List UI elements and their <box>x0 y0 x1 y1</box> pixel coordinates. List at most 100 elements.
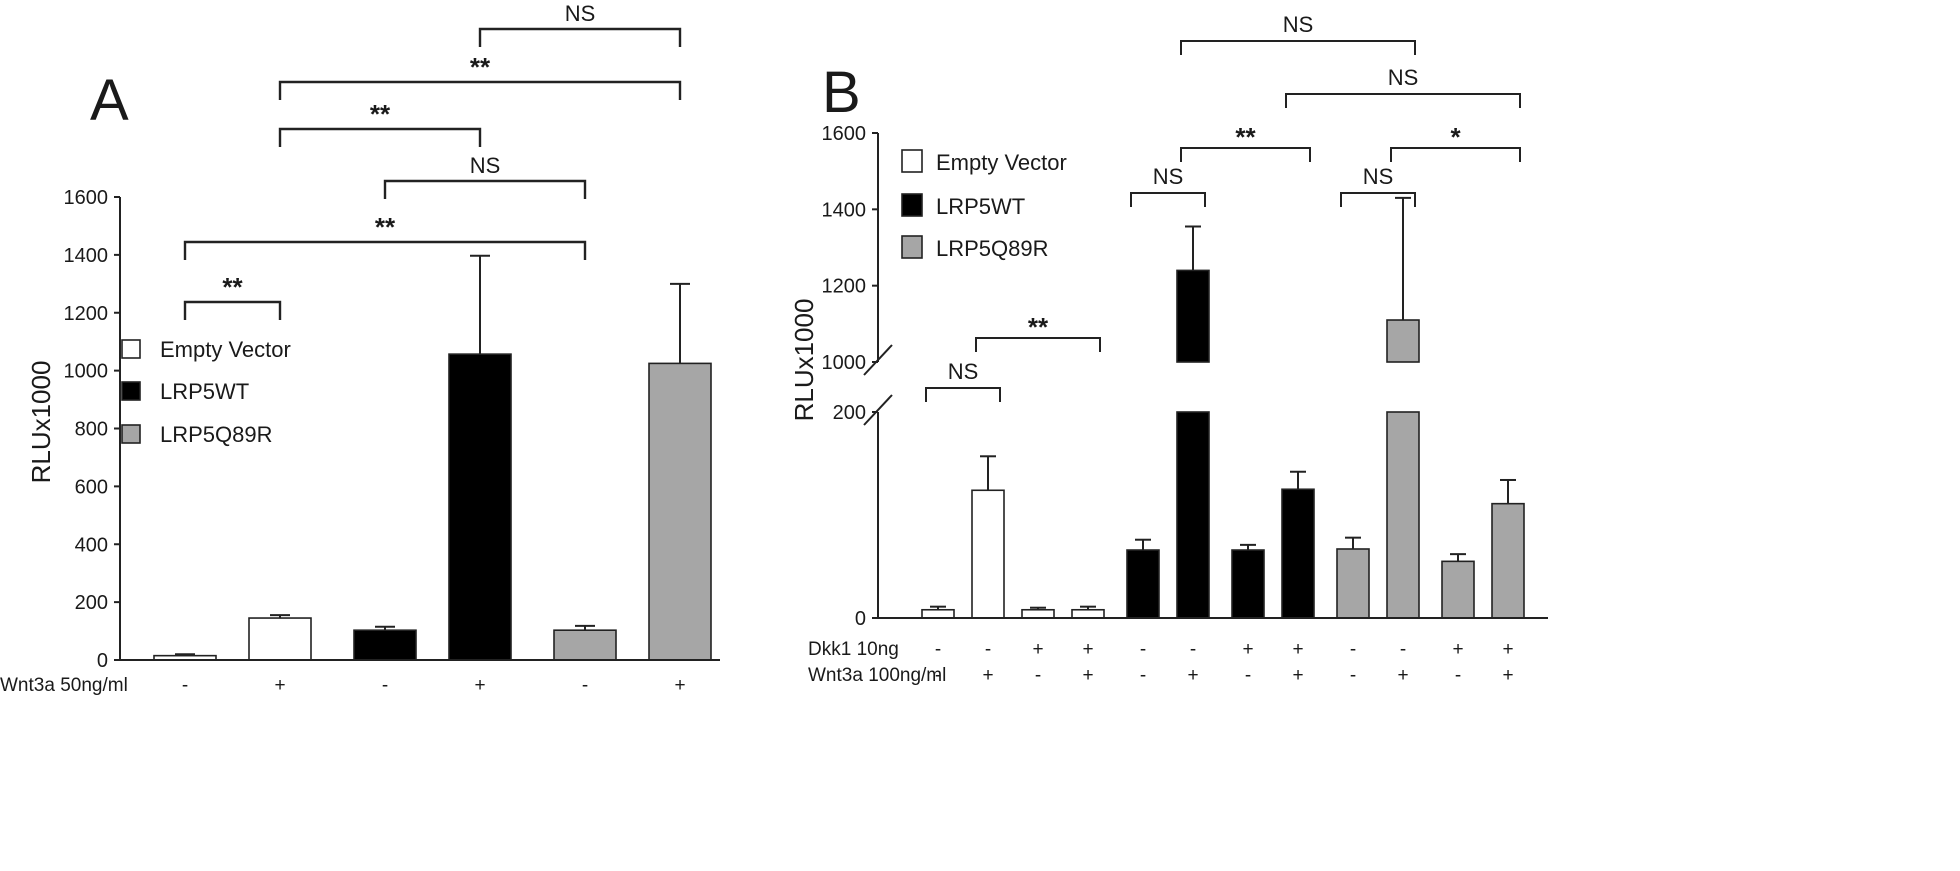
condition-sign: - <box>1140 665 1146 686</box>
y-tick-label: 200 <box>75 592 108 614</box>
y-tick-label: 1200 <box>64 303 109 325</box>
significance-label: ** <box>470 52 491 82</box>
y-tick-label: 0 <box>855 608 866 630</box>
condition-sign: + <box>674 675 685 696</box>
condition-sign: + <box>1082 639 1093 660</box>
y-tick-label: 400 <box>75 534 108 556</box>
y-tick-label: 600 <box>75 476 108 498</box>
panel-a-condition-label: Wnt3a 50ng/ml <box>0 675 128 696</box>
significance-label: ** <box>375 212 396 242</box>
significance-label: ** <box>1235 122 1256 152</box>
condition-sign: - <box>985 639 991 660</box>
legend-swatch-lrp5wt <box>121 381 141 401</box>
condition-sign: - <box>1035 665 1041 686</box>
legend-label-empty-vector: Empty Vector <box>160 337 291 362</box>
bar <box>1071 608 1105 619</box>
comparison-bracket <box>925 387 1001 402</box>
condition-sign: + <box>1502 639 1513 660</box>
panel-b-condition-label-wnt3a: Wnt3a 100ng/ml <box>808 665 946 686</box>
y-tick-label: 1600 <box>822 123 867 145</box>
panel-b-condition-signs: - - + + - - + + - - + + - + - + - + - + - + - + <box>935 639 1514 686</box>
panel-a-condition-signs: - + - + - + <box>182 675 686 696</box>
legend-swatch-lrp5wt <box>901 193 923 217</box>
condition-sign: + <box>1397 665 1408 686</box>
comparison-bracket <box>1285 93 1521 108</box>
panel-a-legend: Empty Vector LRP5WT LRP5Q89R <box>121 337 291 447</box>
y-tick-label: 800 <box>75 419 108 441</box>
significance-label: NS <box>948 359 979 384</box>
condition-sign: - <box>1245 665 1251 686</box>
bar <box>248 617 312 661</box>
condition-sign: + <box>1032 639 1043 660</box>
y-tick-label: 200 <box>833 402 866 424</box>
legend-swatch-lrp5q89r <box>901 235 923 259</box>
legend-label-empty-vector: Empty Vector <box>936 150 1067 175</box>
bar-upper-segment <box>1386 319 1420 363</box>
condition-sign: - <box>382 675 388 696</box>
condition-sign: + <box>274 675 285 696</box>
panel-a-label: A <box>90 68 129 133</box>
condition-sign: - <box>935 639 941 660</box>
significance-label: NS <box>1283 12 1314 37</box>
bar-lower-segment <box>1176 411 1210 619</box>
panel-a-bars <box>120 353 720 661</box>
legend-label-lrp5q89r: LRP5Q89R <box>160 422 273 447</box>
bar <box>553 629 617 661</box>
bar <box>1441 560 1475 619</box>
comparison-bracket <box>278 80 682 100</box>
significance-label: NS <box>565 1 596 26</box>
comparison-bracket <box>1340 192 1416 207</box>
y-tick-label: 1200 <box>822 276 867 298</box>
y-tick-label: 1000 <box>822 352 867 374</box>
legend-swatch-empty-vector <box>121 339 141 359</box>
comparison-bracket <box>278 127 482 147</box>
bar <box>1231 549 1265 619</box>
condition-sign: - <box>935 665 941 686</box>
comparison-bracket <box>1390 147 1521 162</box>
panel-b-bars <box>878 269 1548 619</box>
condition-sign: - <box>582 675 588 696</box>
condition-sign: - <box>1400 639 1406 660</box>
condition-sign: + <box>1292 665 1303 686</box>
y-tick-label: 1600 <box>64 187 109 209</box>
condition-sign: - <box>1455 665 1461 686</box>
comparison-bracket <box>183 300 282 320</box>
comparison-bracket <box>183 240 587 260</box>
condition-sign: + <box>1187 665 1198 686</box>
panel-b-error-bars <box>930 196 1516 610</box>
panel-a-y-axis-label: RLUx1000 <box>26 361 56 484</box>
panel-a-error-bars <box>175 254 690 656</box>
comparison-bracket <box>975 337 1101 352</box>
bar <box>353 629 417 661</box>
bar <box>921 608 955 619</box>
significance-label: * <box>1450 122 1461 152</box>
legend-label-lrp5wt: LRP5WT <box>160 379 249 404</box>
condition-sign: - <box>1190 639 1196 660</box>
condition-sign: - <box>1140 639 1146 660</box>
significance-label: NS <box>1153 164 1184 189</box>
comparison-bracket <box>383 179 587 199</box>
legend-swatch-lrp5q89r <box>121 424 141 444</box>
panel-b-legend: Empty Vector LRP5WT LRP5Q89R <box>901 149 1067 261</box>
panel-b-condition-label-dkk1: Dkk1 10ng <box>808 639 899 660</box>
bar <box>1281 488 1315 619</box>
significance-label: ** <box>370 99 391 129</box>
condition-sign: + <box>474 675 485 696</box>
bar <box>648 362 712 661</box>
condition-sign: + <box>1292 639 1303 660</box>
condition-sign: - <box>1350 639 1356 660</box>
bar-upper-segment <box>1176 269 1210 363</box>
comparison-bracket <box>1130 192 1206 207</box>
bar <box>1336 548 1370 619</box>
condition-sign: - <box>1350 665 1356 686</box>
comparison-bracket <box>1180 147 1311 162</box>
condition-sign: + <box>1082 665 1093 686</box>
panel-b-label: B <box>822 60 861 125</box>
y-tick-label: 0 <box>97 650 108 672</box>
legend-label-lrp5wt: LRP5WT <box>936 194 1025 219</box>
bar <box>1021 608 1055 619</box>
panel-b-y-ticks: 0 200 1000 1200 1400 1600 <box>822 123 878 630</box>
significance-label: NS <box>470 153 501 178</box>
significance-label: ** <box>1028 312 1049 342</box>
